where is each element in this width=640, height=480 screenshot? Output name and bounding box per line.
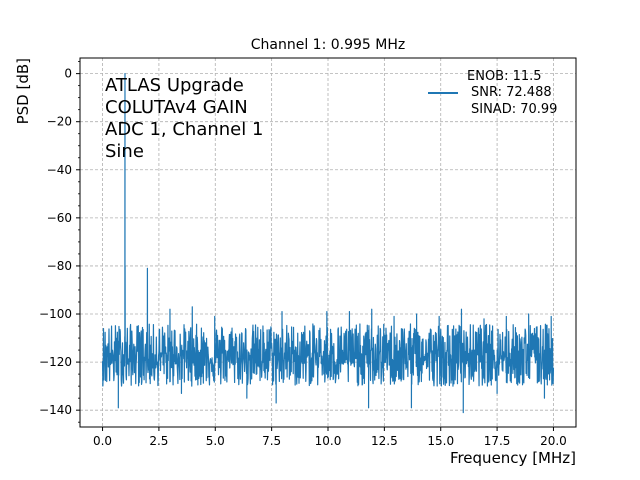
annotation-line-2: COLUTAv4 GAIN bbox=[105, 97, 248, 118]
y-axis-label: PSD [dB] bbox=[14, 58, 32, 124]
x-tick-label: 17.5 bbox=[484, 434, 511, 448]
x-axis-label: Frequency [MHz] bbox=[450, 449, 576, 467]
x-tick-label: 15.0 bbox=[427, 434, 454, 448]
y-axis-ticks: 0 −20 −40 −60 −80 −100 −120 −140 bbox=[39, 67, 80, 417]
annotation-text: ATLAS Upgrade COLUTAv4 GAIN ADC 1, Chann… bbox=[105, 75, 263, 162]
chart-title: Channel 1: 0.995 MHz bbox=[251, 37, 406, 53]
x-tick-label: 20.0 bbox=[540, 434, 567, 448]
x-axis-ticks: 0.0 2.5 5.0 7.5 10.0 12.5 15.0 17.5 20.0 bbox=[93, 427, 567, 448]
annotation-line-4: Sine bbox=[105, 141, 144, 162]
legend-sinad: SINAD: 70.99 bbox=[471, 102, 557, 117]
legend-snr: SNR: 72.488 bbox=[471, 85, 552, 100]
y-tick-label: −80 bbox=[47, 259, 72, 273]
y-tick-label: 0 bbox=[64, 67, 72, 81]
x-tick-label: 2.5 bbox=[149, 434, 168, 448]
y-tick-label: −120 bbox=[39, 355, 72, 369]
y-axis-minor-ticks bbox=[78, 61, 80, 423]
legend: ENOB: 11.5 SNR: 72.488 SINAD: 70.99 bbox=[428, 69, 557, 117]
annotation-line-1: ATLAS Upgrade bbox=[105, 75, 244, 96]
y-tick-label: −140 bbox=[39, 403, 72, 417]
y-tick-label: −60 bbox=[47, 211, 72, 225]
x-tick-label: 5.0 bbox=[206, 434, 225, 448]
y-tick-label: −20 bbox=[47, 115, 72, 129]
x-tick-label: 0.0 bbox=[93, 434, 112, 448]
annotation-line-3: ADC 1, Channel 1 bbox=[105, 119, 263, 140]
x-tick-label: 10.0 bbox=[315, 434, 342, 448]
x-tick-label: 7.5 bbox=[262, 434, 281, 448]
psd-trace bbox=[101, 73, 555, 414]
legend-enob: ENOB: 11.5 bbox=[467, 69, 542, 84]
series-psd bbox=[101, 73, 555, 414]
y-tick-label: −100 bbox=[39, 307, 72, 321]
y-tick-label: −40 bbox=[47, 163, 72, 177]
x-tick-label: 12.5 bbox=[371, 434, 398, 448]
